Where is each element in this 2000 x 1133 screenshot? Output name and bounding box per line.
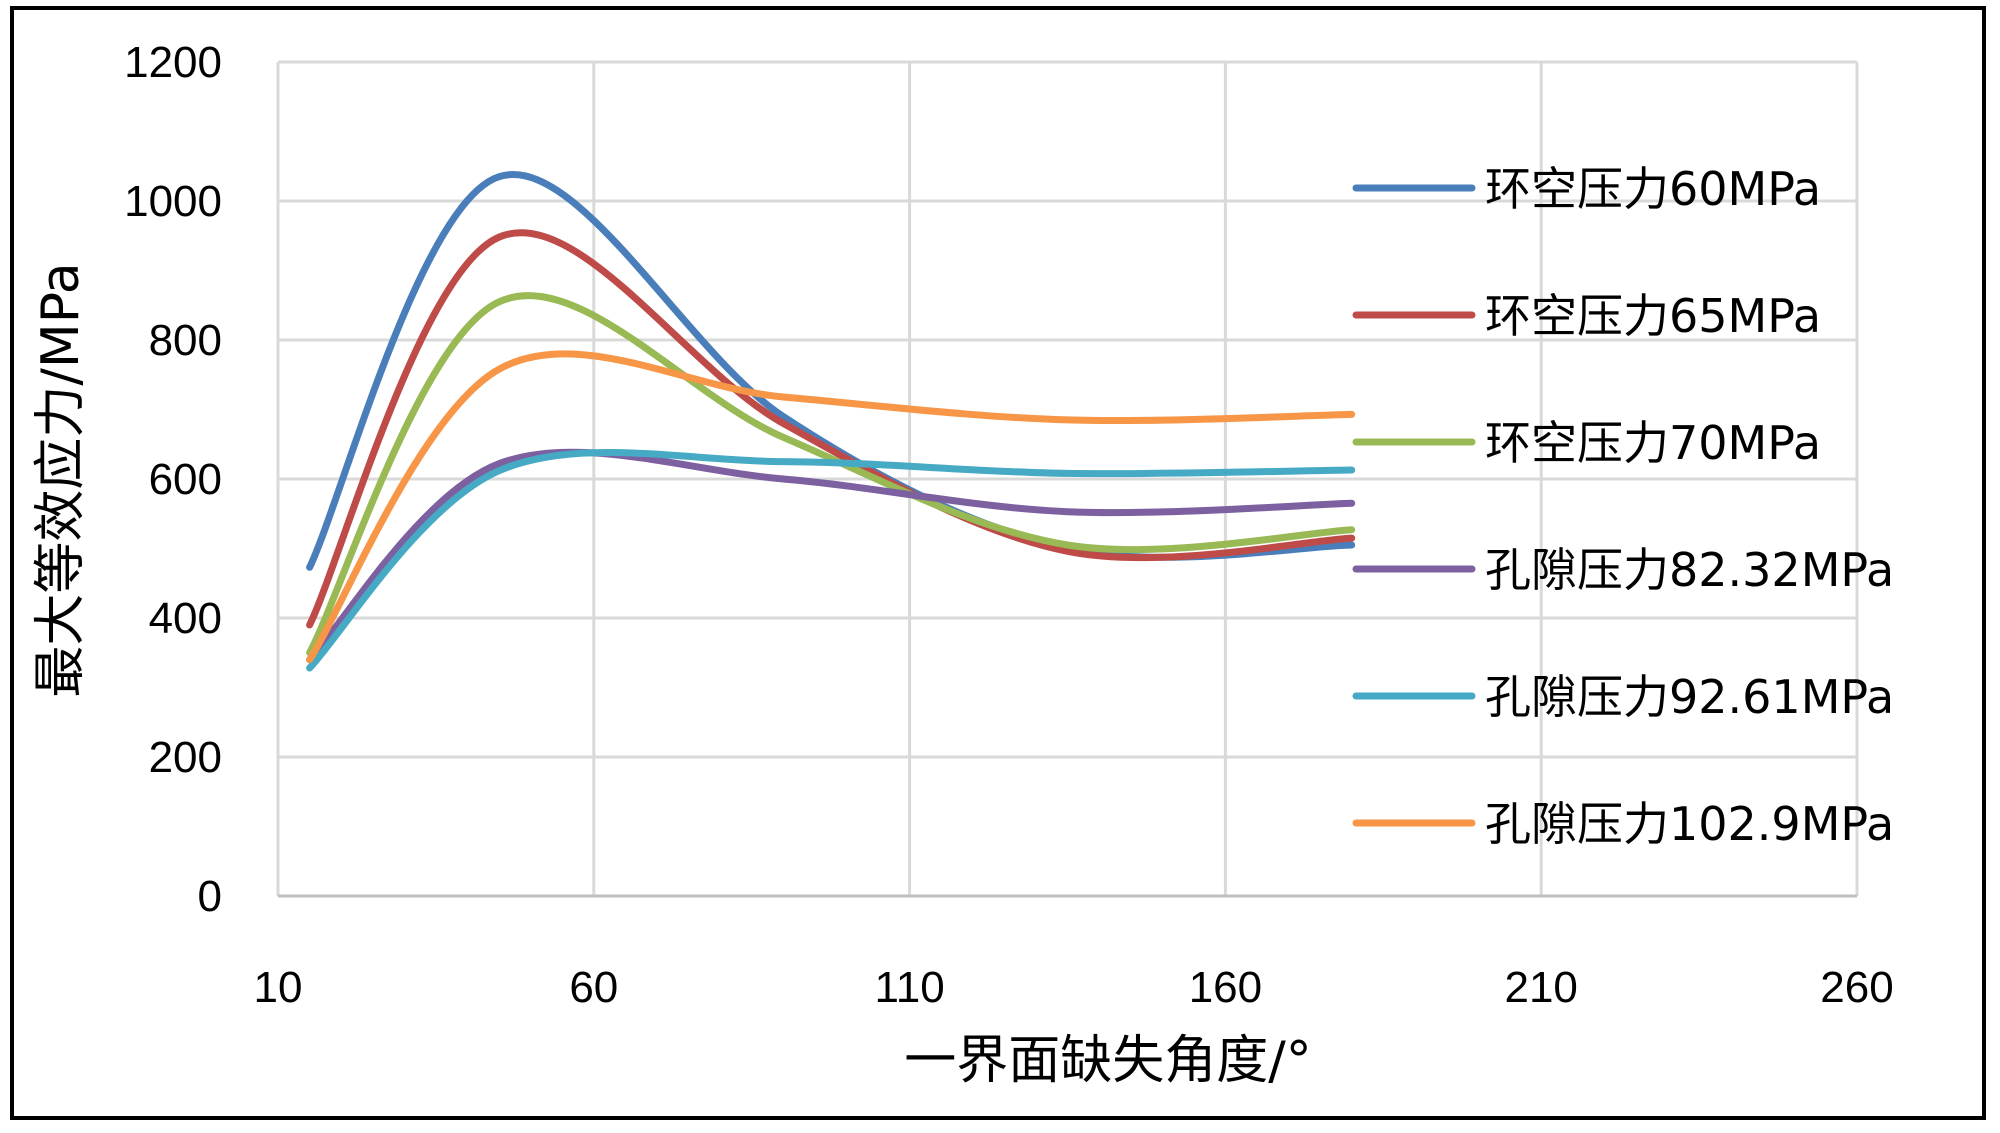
gridlines — [276, 60, 1859, 896]
x-tick-label: 210 — [1504, 963, 1577, 1012]
series-line — [306, 350, 1356, 664]
series-line — [306, 229, 1356, 629]
y-tick-label: 400 — [149, 594, 222, 643]
legend-label: 孔隙压力92.61MPa — [1485, 670, 1894, 724]
y-tick-label: 1000 — [124, 177, 222, 226]
y-tick-label: 800 — [149, 316, 222, 365]
legend-label: 环空压力60MPa — [1485, 162, 1821, 216]
y-tick-label: 0 — [198, 872, 222, 921]
y-tick-label: 200 — [149, 733, 222, 782]
y-tick-label: 600 — [149, 455, 222, 504]
y-axis-title: 最大等效应力/MPa — [31, 262, 91, 697]
x-tick-label: 10 — [254, 963, 303, 1012]
y-tick-label: 1200 — [124, 38, 222, 87]
x-axis-title: 一界面缺失角度/° — [904, 1031, 1312, 1091]
series-line — [306, 448, 1356, 664]
x-tick-label: 110 — [875, 963, 945, 1012]
legend-label: 环空压力70MPa — [1485, 416, 1821, 470]
chart-frame — [10, 6, 1986, 1120]
legend-label: 孔隙压力82.32MPa — [1485, 543, 1894, 597]
legend: 环空压力60MPa 环空压力65MPa 环空压力70MPa 孔隙压力82.32MPa 孔… — [1352, 162, 1894, 851]
legend-label: 环空压力65MPa — [1485, 289, 1821, 343]
x-tick-label: 60 — [569, 963, 618, 1012]
legend-label: 孔隙压力102.9MPa — [1485, 797, 1894, 851]
series-lines — [306, 171, 1356, 672]
series-line — [306, 449, 1356, 672]
x-tick-label: 160 — [1189, 963, 1262, 1012]
axes: 0 200 400 600 800 1000 1200 10 60 110 160 210 260 — [124, 38, 1894, 1012]
series-line — [306, 292, 1356, 657]
x-tick-label: 260 — [1820, 963, 1893, 1012]
